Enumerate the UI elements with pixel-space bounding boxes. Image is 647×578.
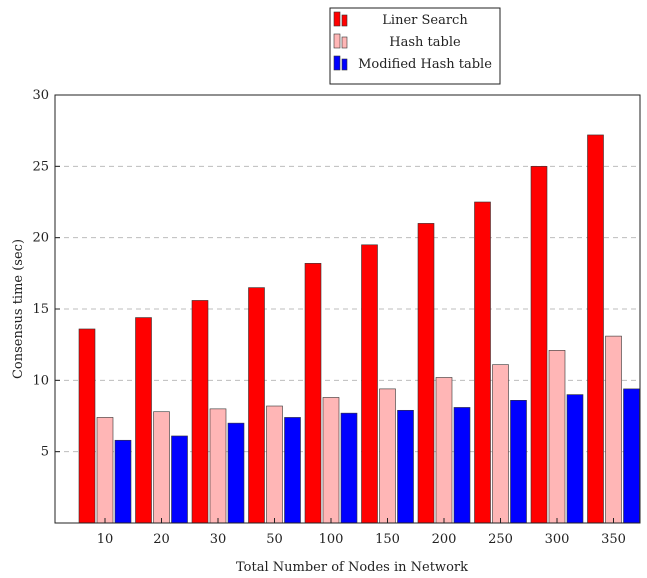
legend-swatch xyxy=(341,58,348,71)
legend-label: Modified Hash table xyxy=(358,57,492,72)
legend: Liner Search Hash table Modified Hash tabl… xyxy=(329,7,501,85)
x-tick-label: 350 xyxy=(601,532,626,547)
bar-liner-search xyxy=(530,166,548,524)
bar-hash-table xyxy=(379,388,396,524)
legend-swatch xyxy=(333,33,341,49)
legend-swatch xyxy=(333,55,341,71)
legend-swatch xyxy=(333,11,341,27)
x-tick-label: 200 xyxy=(432,532,457,547)
x-tick-label: 50 xyxy=(266,532,283,547)
legend-label: Hash table xyxy=(389,35,461,50)
bar-hash-table xyxy=(322,397,340,524)
bar-modified-hash-table xyxy=(284,417,301,524)
bar-liner-search xyxy=(78,328,96,524)
bar-liner-search xyxy=(135,317,152,524)
bar-hash-table xyxy=(548,350,566,524)
y-tick-label: 10 xyxy=(32,373,49,388)
bar-liner-search xyxy=(191,300,209,524)
bar-hash-table xyxy=(96,417,114,524)
bar-liner-search xyxy=(587,134,604,524)
bar-modified-hash-table xyxy=(623,388,640,524)
legend-box xyxy=(329,7,501,85)
bar-modified-hash-table xyxy=(114,439,132,524)
bar-hash-table xyxy=(435,377,453,524)
bars xyxy=(78,134,640,524)
legend-label: Liner Search xyxy=(382,13,468,28)
legend-swatch xyxy=(341,14,348,27)
bar-modified-hash-table xyxy=(227,422,245,524)
x-tick-label: 300 xyxy=(545,532,570,547)
bar-modified-hash-table xyxy=(340,412,358,524)
x-tick-label: 20 xyxy=(153,532,170,547)
x-tick-label: 100 xyxy=(319,532,344,547)
bar-hash-table xyxy=(153,411,170,524)
legend-items: Liner Search Hash table Modified Hash tabl… xyxy=(333,11,492,72)
x-tick-label: 150 xyxy=(375,532,400,547)
legend-swatch xyxy=(341,36,348,49)
bar-modified-hash-table xyxy=(453,407,471,524)
bar-liner-search xyxy=(304,263,322,524)
y-axis-title: Consensus time (sec) xyxy=(11,239,26,379)
bar-modified-hash-table xyxy=(397,409,414,524)
bar-hash-table xyxy=(492,364,509,524)
x-tick-label: 250 xyxy=(488,532,513,547)
y-tick-label: 15 xyxy=(32,302,49,317)
x-tick-label: 30 xyxy=(210,532,227,547)
y-tick-label: 5 xyxy=(41,445,49,460)
bar-liner-search xyxy=(417,223,435,524)
bar-modified-hash-table xyxy=(510,400,527,524)
y-tick-label: 30 xyxy=(32,88,49,103)
bar-modified-hash-table xyxy=(171,435,188,524)
bar-hash-table xyxy=(266,405,283,524)
bar-liner-search xyxy=(361,244,378,524)
bar-hash-table xyxy=(209,408,227,524)
y-axis: 5 10 15 20 25 30 xyxy=(32,88,60,460)
x-axis: 10 20 30 50 100 150 200 250 300 350 xyxy=(97,518,626,547)
bar-liner-search xyxy=(248,287,265,524)
y-tick-label: 25 xyxy=(32,159,49,174)
bar-hash-table xyxy=(605,335,622,524)
bar-liner-search xyxy=(474,201,491,524)
y-tick-label: 20 xyxy=(32,231,49,246)
bar-modified-hash-table xyxy=(566,394,584,524)
x-tick-label: 10 xyxy=(97,532,114,547)
x-axis-title: Total Number of Nodes in Network xyxy=(236,560,468,575)
